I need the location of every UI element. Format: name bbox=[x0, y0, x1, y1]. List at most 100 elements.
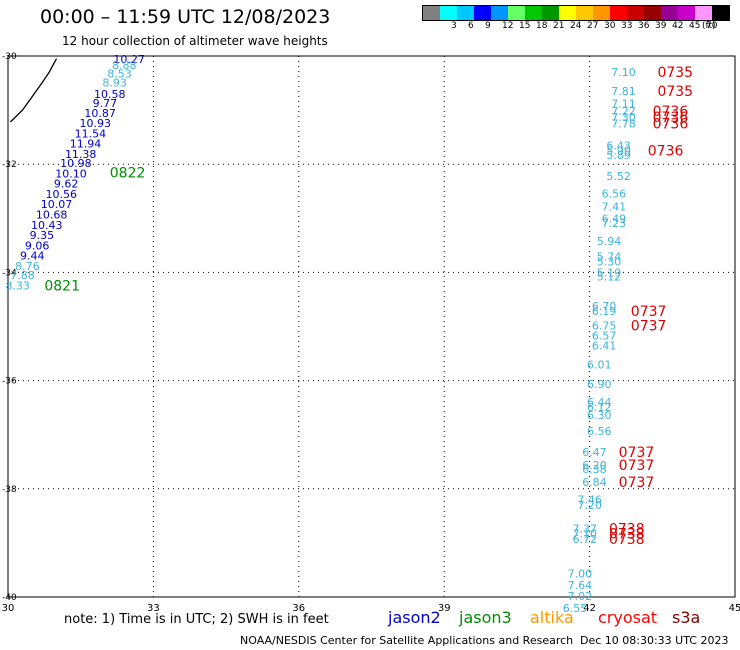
wave-height-label: 5.94 bbox=[597, 235, 622, 248]
color-scale-tick-label: 21 bbox=[553, 21, 565, 31]
wave-height-label: 9.06 bbox=[25, 239, 50, 252]
wave-height-label: 11.94 bbox=[70, 138, 102, 151]
wave-height-label: 7.88 bbox=[10, 269, 35, 282]
wave-height-label: 7.10 bbox=[611, 66, 636, 79]
wave-height-label: 7.02 bbox=[568, 590, 593, 603]
color-scale-tick-label: 42 bbox=[672, 21, 684, 31]
wave-height-label: 7.78 bbox=[611, 118, 636, 131]
wave-height-label: 6.44 bbox=[587, 396, 612, 409]
legend-jason3: jason3 bbox=[459, 608, 512, 627]
color-scale-unit: (ft) bbox=[702, 21, 716, 31]
wave-height-label: 7.81 bbox=[611, 85, 636, 98]
legend-jason2: jason2 bbox=[388, 608, 441, 627]
coastline bbox=[9, 58, 58, 123]
wave-height-label: 6.41 bbox=[592, 339, 617, 352]
wave-height-label: 6.49 bbox=[602, 212, 627, 225]
lon-tick-label: 36 bbox=[292, 603, 305, 614]
legend-altika: altika bbox=[530, 608, 574, 627]
color-scale-swatch bbox=[525, 6, 542, 20]
wave-height-label: 6.55 bbox=[563, 602, 588, 615]
wave-height-label: 5.19 bbox=[597, 266, 622, 279]
color-scale-tick-label: 15 bbox=[519, 21, 531, 31]
wave-height-label: 10.27 bbox=[113, 53, 145, 66]
pass-time-label: 0738 bbox=[609, 521, 645, 537]
wave-height-label: 6.56 bbox=[602, 187, 627, 200]
wave-height-label: 10.87 bbox=[84, 107, 116, 120]
color-scale-swatch bbox=[423, 6, 440, 20]
wave-height-label: 6.47 bbox=[582, 446, 607, 459]
wave-height-label: 10.98 bbox=[60, 157, 92, 170]
color-scale-tick-label: 3 bbox=[451, 21, 457, 31]
color-scale-swatch bbox=[644, 6, 661, 20]
color-scale-swatch bbox=[542, 6, 559, 20]
wave-height-label: 6.84 bbox=[582, 476, 607, 489]
footer-credit: NOAA/NESDIS Center for Satellite Applica… bbox=[240, 634, 574, 647]
wave-height-label: 8.93 bbox=[102, 77, 127, 90]
color-scale-tick-label: 39 bbox=[655, 21, 667, 31]
color-scale-swatch bbox=[440, 6, 457, 20]
color-scale-swatch bbox=[559, 6, 576, 20]
wave-height-label: 7.46 bbox=[577, 494, 602, 507]
color-scale-swatch bbox=[661, 6, 678, 20]
pass-time-label: 0737 bbox=[619, 458, 655, 474]
lon-tick-label: 33 bbox=[147, 603, 160, 614]
wave-height-label: 8.88 bbox=[112, 59, 137, 72]
lat-tick-label: -30 bbox=[2, 52, 17, 62]
color-scale-swatch bbox=[474, 6, 491, 20]
wave-height-label: 7.37 bbox=[573, 522, 598, 535]
wave-height-label: 6.90 bbox=[587, 378, 612, 391]
lon-tick-label: 39 bbox=[438, 603, 451, 614]
legend-s3a: s3a bbox=[672, 608, 701, 627]
color-scale-tick-label: 12 bbox=[502, 21, 514, 31]
map-frame bbox=[7, 55, 736, 598]
wave-height-label: 8.53 bbox=[107, 67, 132, 80]
color-scale-swatch bbox=[695, 6, 712, 20]
lat-tick-label: -32 bbox=[2, 160, 17, 170]
color-scale-swatch bbox=[457, 6, 474, 20]
wave-height-label: 10.43 bbox=[31, 219, 63, 232]
legend-cryosat: cryosat bbox=[598, 608, 658, 627]
wave-height-label: 11.38 bbox=[65, 148, 97, 161]
wave-height-label: 9.62 bbox=[54, 178, 79, 191]
color-scale-tick-label: 36 bbox=[638, 21, 650, 31]
wave-height-label: 10.58 bbox=[94, 88, 126, 101]
lon-tick-label: 42 bbox=[583, 603, 596, 614]
color-scale-bar bbox=[422, 5, 730, 21]
wave-height-label: 9.35 bbox=[30, 229, 55, 242]
color-scale-swatch bbox=[627, 6, 644, 20]
wave-height-label: 7.41 bbox=[602, 200, 627, 213]
color-scale-swatch bbox=[678, 6, 695, 20]
pass-time-label: 0821 bbox=[44, 278, 80, 294]
wave-height-label: 6.20 bbox=[582, 459, 607, 472]
color-scale-swatch bbox=[508, 6, 525, 20]
lat-tick-label: -34 bbox=[2, 268, 17, 278]
wave-height-label: 7.64 bbox=[568, 579, 593, 592]
wave-height-label: 9.44 bbox=[20, 250, 45, 263]
color-scale-swatch bbox=[491, 6, 508, 20]
wave-height-label: 10.68 bbox=[36, 209, 68, 222]
pass-time-label: 0736 bbox=[653, 110, 689, 126]
color-scale-tick-label: 9 bbox=[485, 21, 491, 31]
note-text: note: 1) Time is in UTC; 2) SWH is in fe… bbox=[64, 612, 329, 627]
color-scale-tick-label: 30 bbox=[604, 21, 616, 31]
pass-time-label: 0822 bbox=[110, 165, 146, 181]
wave-height-label: 8.33 bbox=[5, 279, 30, 292]
wave-height-label: 6.30 bbox=[587, 409, 612, 422]
color-scale-tick-label: 33 bbox=[621, 21, 633, 31]
wave-height-label: 6.70 bbox=[592, 300, 617, 313]
wave-height-label: 6.57 bbox=[592, 330, 617, 343]
wave-height-label: 5.89 bbox=[606, 149, 631, 162]
footer-timestamp: Dec 10 08:30:33 UTC 2023 bbox=[580, 634, 729, 647]
wave-height-label: 7.23 bbox=[602, 217, 627, 230]
wave-height-label: 10.07 bbox=[41, 198, 73, 211]
wave-height-label: 5.90 bbox=[606, 145, 631, 158]
wave-height-label: 7.20 bbox=[577, 499, 602, 512]
pass-time-label: 0737 bbox=[631, 304, 667, 320]
color-scale-tick-label: 27 bbox=[587, 21, 599, 31]
color-scale-swatch bbox=[593, 6, 610, 20]
wave-height-label: 5.12 bbox=[597, 271, 622, 284]
wave-height-label: 5.74 bbox=[597, 251, 622, 264]
page-title: 00:00 – 11:59 UTC 12/08/2023 bbox=[40, 6, 331, 28]
wave-height-label: 6.56 bbox=[587, 425, 612, 438]
